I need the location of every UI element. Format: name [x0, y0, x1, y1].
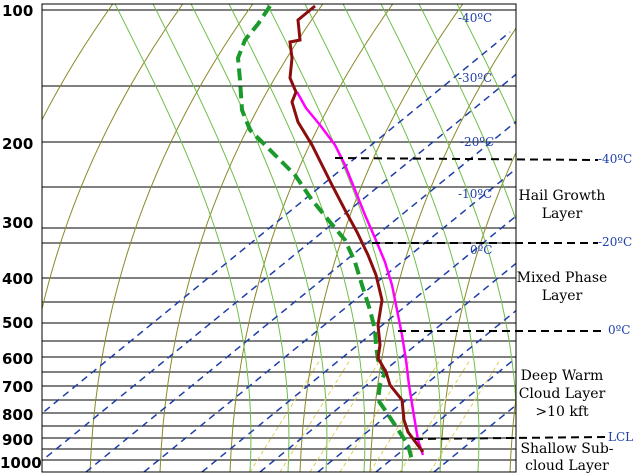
- isotherm-0: [42, 31, 511, 415]
- plot-border: [41, 3, 517, 473]
- moist-adiabat-1: [152, 4, 290, 472]
- dry-adiabat-9: [509, 394, 516, 472]
- moist-adiabat-0: [114, 4, 252, 472]
- isotherm-8: [433, 404, 516, 472]
- isotherm-4: [201, 215, 516, 472]
- temperature-profile: [288, 4, 425, 453]
- dry-adiabat-1: [42, 4, 114, 121]
- isotherm-1: [42, 73, 516, 462]
- dewpoint-profile: [235, 4, 414, 461]
- moist-adiabat-8: [418, 4, 516, 222]
- level-line-lcl: [414, 436, 607, 440]
- moist-adiabat-7: [380, 4, 516, 472]
- isotherm-5: [259, 262, 516, 472]
- dry-adiabat-3: [89, 4, 254, 472]
- isotherm-3: [143, 167, 516, 472]
- moist-adiabat-9: [456, 4, 516, 127]
- mixing-ratio-line-0: [249, 359, 321, 472]
- moist-adiabat-3: [228, 4, 366, 472]
- moist-adiabat-6: [342, 4, 480, 472]
- mixing-ratio-line-1: [279, 359, 351, 472]
- parcel-profile: [295, 91, 425, 456]
- dry-adiabat-6: [299, 4, 464, 472]
- mixing-ratio-line-6: [429, 359, 501, 472]
- mixing-ratio-line-2: [309, 359, 381, 472]
- dry-adiabat-2: [42, 4, 184, 312]
- dry-adiabat-10: [580, 0, 634, 472]
- dry-adiabat-7: [369, 27, 516, 472]
- isotherm-2: [85, 120, 516, 472]
- moist-adiabat-5: [304, 4, 442, 472]
- mixing-ratio-line-3: [339, 359, 411, 472]
- dry-adiabat-8: [439, 151, 516, 472]
- dry-adiabat-5: [229, 4, 394, 472]
- dry-adiabat-4: [159, 4, 324, 472]
- moist-adiabat-4: [266, 4, 404, 472]
- level-line-minus40: [334, 157, 599, 161]
